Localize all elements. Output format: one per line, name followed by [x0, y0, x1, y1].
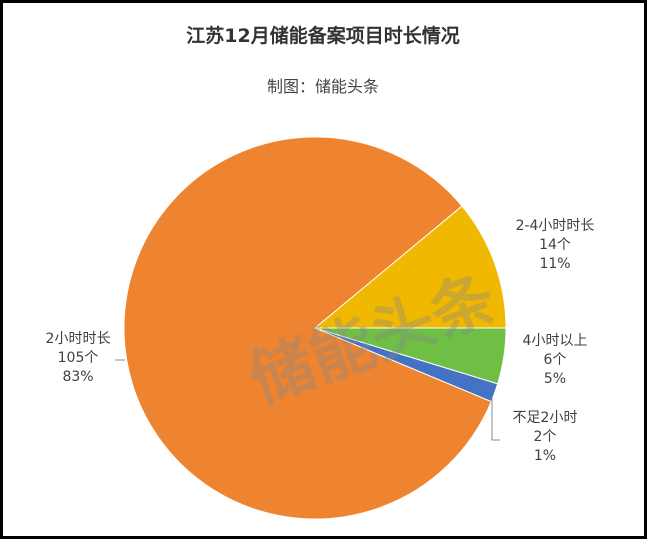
labels: 2-4小时时长 14个 11% 4小时以上 6个 5% 不足2小时 2个 1% 2小时时长 105个…: [46, 218, 595, 464]
value-label: 105个: [58, 350, 99, 366]
category-label: 不足2小时: [513, 410, 578, 426]
percent-label: 83%: [62, 369, 93, 385]
slice: [123, 136, 492, 520]
percent-label: 5%: [544, 371, 566, 387]
leader-line: [491, 398, 500, 441]
chart-subtitle: 制图：储能头条: [267, 77, 379, 96]
value-label: 6个: [544, 352, 567, 368]
value-label: 14个: [539, 237, 571, 253]
pie: [123, 136, 507, 520]
category-label: 2-4小时时长: [516, 218, 595, 234]
chart-title: 江苏12月储能备案项目时长情况: [186, 24, 459, 47]
category-label: 2小时时长: [46, 331, 111, 347]
percent-label: 11%: [539, 256, 570, 272]
category-label: 4小时以上: [523, 333, 588, 349]
percent-label: 1%: [534, 448, 556, 464]
value-label: 2个: [534, 429, 557, 445]
slice: [313, 205, 507, 329]
